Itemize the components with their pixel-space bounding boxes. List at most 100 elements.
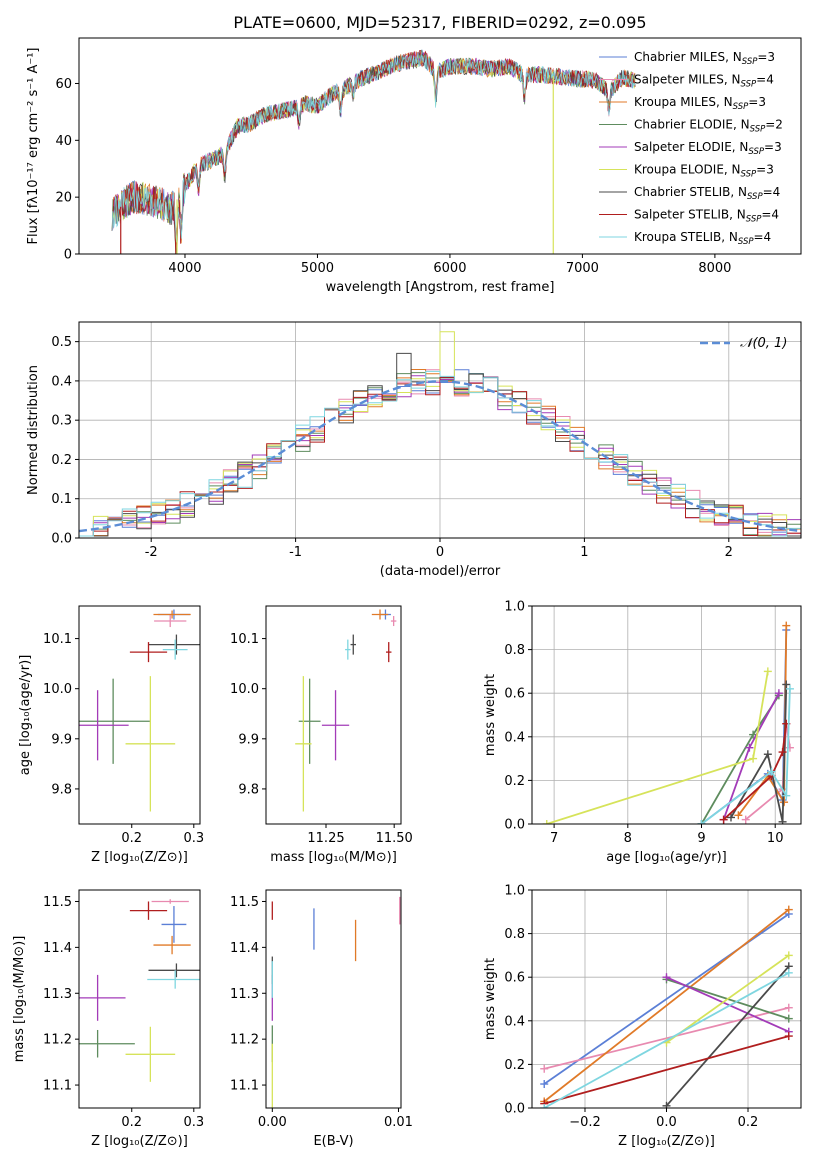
normal-reference-curve: [79, 380, 801, 533]
x-tick-label: 10: [767, 831, 784, 846]
y-axis-label: mass weight: [483, 674, 498, 756]
series-line: [722, 723, 788, 821]
legend-label: Kroupa ELODIE, NSSP=3: [634, 163, 774, 180]
y-axis-label: Normed distribution: [26, 365, 41, 495]
y-tick-label: 11.4: [230, 941, 259, 956]
y-tick-label: 0: [64, 248, 72, 263]
panel-z-vs-mass: 0.2 0.3 11.1 11.2 11.3 11.4 11.5 Z [log₁₀(Z/Z⊙)…: [12, 889, 204, 1149]
y-tick-label: 0.4: [51, 374, 72, 389]
point-kroupa-miles: [153, 610, 191, 619]
x-axis-label: Z [log₁₀(Z/Z⊙)]: [618, 1134, 715, 1149]
plot-area-residuals: [79, 322, 801, 538]
histogram-kroupa-elodie: [79, 331, 801, 537]
x-tick-label: 4000: [168, 261, 201, 276]
point-kroupa-stelib: [345, 639, 351, 660]
axes-frame: [78, 889, 201, 1109]
x-tick-label: 0.2: [121, 831, 142, 846]
series-line: [700, 688, 791, 824]
legend: Chabrier MILES, NSSP=3 Salpeter MILES, NS…: [599, 50, 783, 247]
point-salpeter-stelib: [129, 642, 168, 663]
x-axis-label: (data-model)/error: [380, 564, 501, 579]
y-tick-label: 0.4: [504, 1014, 525, 1029]
y-tick-label: 9.8: [238, 782, 259, 797]
series-kroupa-stelib: [697, 684, 794, 824]
point-salpeter-elodie: [79, 690, 129, 761]
y-tick-label: 0.1: [51, 492, 72, 507]
legend-label: Chabrier STELIB, NSSP=4: [634, 185, 780, 202]
panel-age-vs-weight: 7 8 9 10 0.0 0.2 0.4 0.6 0.8 1.0 age [log₁₀(age/yr…: [483, 600, 802, 865]
plot-area-spectrum: [111, 49, 636, 254]
point-kroupa-stelib: [147, 970, 200, 989]
point-chabrier-elodie: [79, 678, 151, 764]
x-tick-label: 8: [624, 831, 632, 846]
x-axis-label: E(B-V): [313, 1134, 353, 1149]
y-tick-label: 10.1: [230, 632, 259, 647]
legend-label: Salpeter ELODIE, NSSP=3: [634, 140, 782, 157]
y-tick-label: 0.3: [51, 414, 72, 429]
x-tick-label: 0.2: [738, 1115, 759, 1130]
series-line: [543, 972, 790, 1108]
plot-area-z-vs-weight: [532, 890, 801, 1108]
point-kroupa-miles: [371, 609, 389, 620]
point-salpeter-stelib: [386, 642, 392, 663]
axes-frame: [78, 37, 802, 255]
series-chabrier-stelib: [726, 680, 791, 824]
axes-frame: [265, 889, 402, 1109]
series-line: [543, 1035, 790, 1105]
point-chabrier-stelib: [148, 634, 200, 655]
y-tick-label: 0.0: [51, 532, 72, 547]
series-salpeter-elodie: [662, 973, 793, 1036]
y-tick-label: 10.0: [43, 682, 72, 697]
y-tick-label: 11.3: [230, 987, 259, 1002]
spectrum-line-kroupa-stelib: [111, 52, 636, 243]
x-tick-label: 0.2: [121, 1115, 142, 1130]
x-tick-label: 9: [697, 831, 705, 846]
point-chabrier-elodie: [79, 1029, 135, 1058]
y-tick-label: 20: [55, 191, 72, 206]
y-axis-label: age [log₁₀(age/yr)]: [18, 655, 33, 776]
x-tick-label: 0.3: [183, 831, 204, 846]
series-line: [730, 684, 788, 822]
series-line: [546, 671, 769, 824]
y-tick-label: 60: [55, 77, 72, 92]
y-tick-label: 11.2: [230, 1033, 259, 1048]
y-tick-label: 10.0: [230, 682, 259, 697]
histogram-salpeter-stelib: [79, 376, 801, 537]
series-line: [665, 965, 790, 1107]
panel-ebv-vs-mass: 0.00 0.01 11.1 11.2 11.3 11.4 11.5 E(B-V): [230, 889, 413, 1149]
y-tick-label: 0.2: [51, 453, 72, 468]
x-tick-label: -1: [289, 545, 302, 560]
plot-area-age-vs-weight: [532, 606, 801, 824]
figure-title: PLATE=0600, MJD=52317, FIBERID=0292, z=0…: [233, 13, 646, 32]
point-kroupa-elodie: [125, 1026, 176, 1082]
legend-label: Chabrier ELODIE, NSSP=2: [634, 118, 783, 135]
point-salpeter-miles: [151, 899, 189, 904]
series-salpeter-elodie: [719, 689, 783, 824]
x-axis-label: mass [log₁₀(M/M⊙)]: [270, 850, 397, 865]
y-tick-label: 11.1: [230, 1079, 259, 1094]
series-line: [543, 908, 790, 1103]
point-chabrier-stelib: [148, 963, 200, 978]
axes-frame: [531, 605, 802, 825]
y-tick-label: 0.4: [504, 730, 525, 745]
x-tick-label: 0.0: [656, 1115, 677, 1130]
x-tick-label: -2: [145, 545, 158, 560]
y-tick-label: 0.8: [504, 643, 525, 658]
legend-label: Salpeter MILES, NSSP=4: [634, 73, 774, 90]
y-axis-label: Flux [fλ10⁻¹⁷ erg cm⁻² s⁻¹ A⁻¹]: [26, 48, 41, 245]
y-tick-label: 9.9: [51, 732, 72, 747]
x-tick-label: 7000: [566, 261, 599, 276]
x-tick-label: 0.3: [183, 1115, 204, 1130]
series-chabrier-miles: [697, 625, 791, 824]
x-tick-label: 0: [436, 545, 444, 560]
series-kroupa-stelib: [540, 968, 793, 1108]
x-axis-label: wavelength [Angstrom, rest frame]: [326, 280, 555, 295]
y-tick-label: 0.5: [51, 335, 72, 350]
y-tick-label: 11.2: [43, 1033, 72, 1048]
series-chabrier-elodie: [697, 691, 783, 824]
x-tick-label: 11.50: [376, 831, 413, 846]
panel-residuals: -2 -1 0 1 2 0.0 0.1 0.2 0.3 0.4 0.5 (data-model)/er…: [26, 321, 802, 579]
x-tick-label: 1: [580, 545, 588, 560]
panel-mass-vs-age: 11.25 11.50 9.8 9.9 10.0 10.1 mass [log₁₀(M/M⊙…: [230, 605, 413, 865]
